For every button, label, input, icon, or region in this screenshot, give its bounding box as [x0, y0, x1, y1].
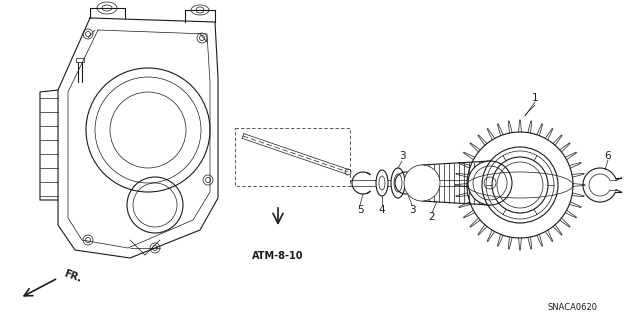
Text: 5: 5	[356, 205, 364, 215]
Ellipse shape	[468, 161, 512, 205]
Text: ATM-8-10: ATM-8-10	[252, 251, 304, 261]
Text: 2: 2	[429, 212, 435, 222]
Text: 1: 1	[532, 93, 538, 103]
Ellipse shape	[391, 168, 405, 198]
Bar	[235, 128, 350, 186]
Text: 3: 3	[399, 151, 405, 161]
Ellipse shape	[376, 170, 388, 196]
Text: FR.: FR.	[62, 268, 83, 284]
Text: 4: 4	[379, 205, 385, 215]
Ellipse shape	[404, 165, 440, 201]
Text: 3: 3	[409, 205, 415, 215]
Text: 6: 6	[605, 151, 611, 161]
Text: SNACA0620: SNACA0620	[547, 303, 597, 313]
